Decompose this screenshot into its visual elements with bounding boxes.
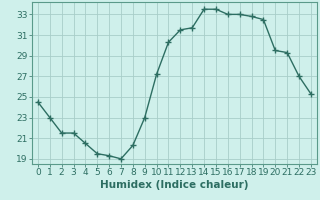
X-axis label: Humidex (Indice chaleur): Humidex (Indice chaleur): [100, 180, 249, 190]
